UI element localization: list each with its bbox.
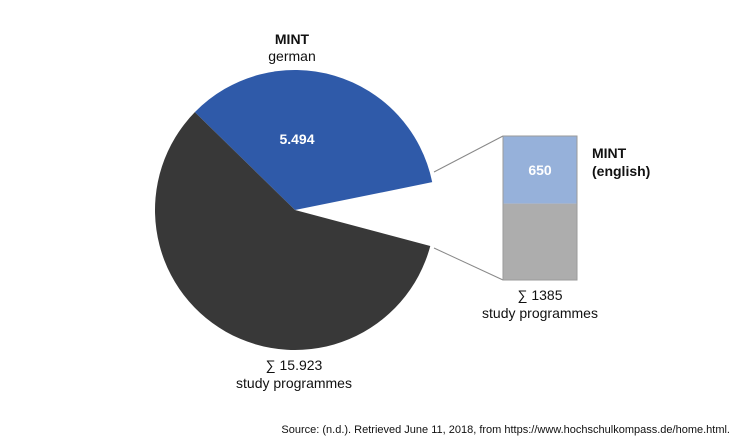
connector-line-top — [433, 135, 504, 173]
bar-segment-1 — [503, 203, 577, 280]
bar-segment-label-line2: (english) — [592, 163, 650, 179]
pie-total-label: ∑ 15.923 — [266, 357, 323, 373]
connector-line-bottom — [433, 247, 504, 281]
pie-slice-1 — [155, 112, 431, 350]
pie-total-caption: study programmes — [236, 375, 352, 391]
pie-slice-0 — [194, 69, 433, 210]
bar-total-caption: study programmes — [482, 305, 598, 321]
bar-total-label: ∑ 1385 — [517, 287, 562, 303]
bar-segments — [502, 135, 578, 281]
pie-slice-value-label: 5.494 — [279, 131, 314, 147]
bar-segment-value-label: 650 — [528, 162, 552, 178]
pie-slices — [155, 69, 433, 350]
pie-slice-label-sub: german — [268, 48, 315, 64]
source-note: Source: (n.d.). Retrieved June 11, 2018,… — [281, 424, 730, 436]
pie-slice-label-title: MINT — [275, 31, 310, 47]
bar-outline — [502, 135, 578, 281]
bar-segment-0 — [503, 136, 577, 204]
bar-segment-label-line1: MINT — [592, 145, 627, 161]
